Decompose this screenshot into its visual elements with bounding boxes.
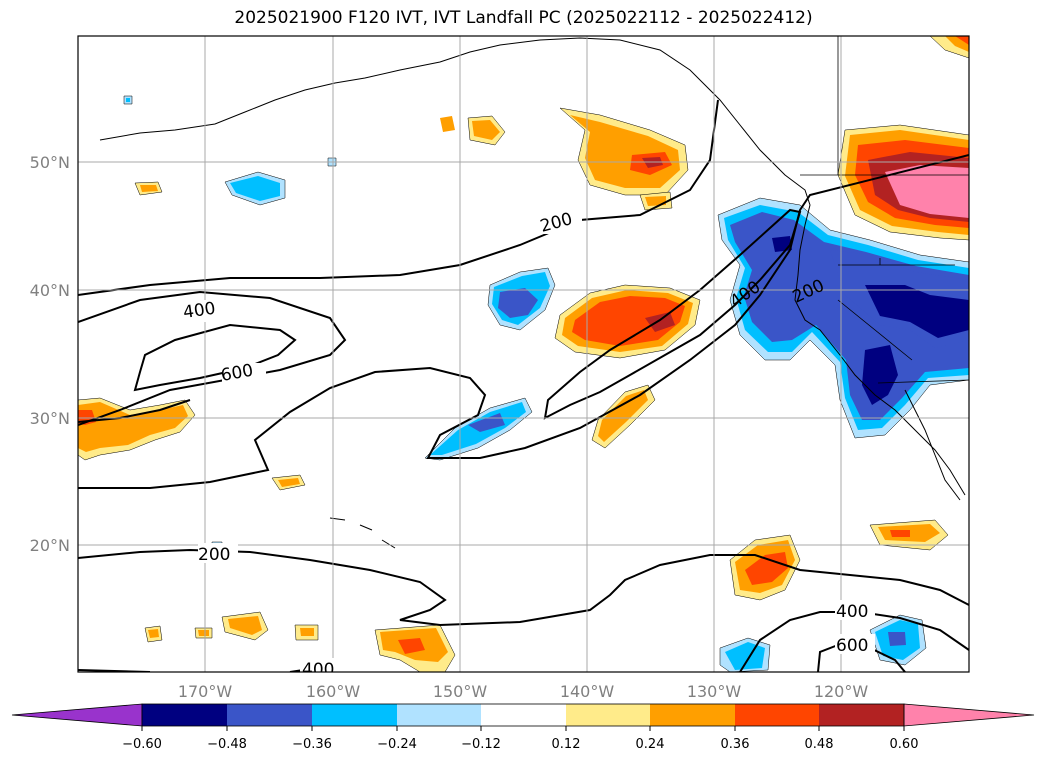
colorbar-label: 0.36 [721,737,750,752]
baja-coastline [904,389,961,501]
colorbar-label: −0.12 [461,737,501,752]
warm-blob-canada [837,124,969,241]
ivt-label-600-se: 600 [836,636,868,656]
lon-tick-140w: 140°W [560,682,615,701]
colorbar: −0.60 −0.48 −0.36 −0.24 −0.12 0.12 0.24 … [11,703,1035,752]
warm-blob-tiny-1 [134,181,306,491]
warm-blob-bottom-left [144,611,319,643]
lon-tick-170w: 170°W [178,682,233,701]
lat-tick-20n: 20°N [30,536,70,555]
colorbar-swatch-2 [227,704,312,726]
warm-blob-small-north [440,115,506,146]
colorbar-extend-high [903,703,1035,727]
gridlines [78,36,969,672]
lat-tick-30n: 30°N [30,409,70,428]
ivt-contour-200-south [78,548,969,627]
warm-blob-subtropical [591,384,656,449]
colorbar-swatch-8 [735,704,819,726]
ivt-label-400-west: 400 [182,299,217,323]
colorbar-label: 0.12 [552,737,581,752]
colorbar-label: 0.24 [636,737,665,752]
colorbar-extend-low [11,703,143,727]
colorbar-label: −0.48 [207,737,247,752]
ivt-contour-600-west [133,323,297,392]
ivt-label-400-bottom: 400 [302,660,334,680]
warm-blob-corner [929,36,969,59]
lon-tick-160w: 160°W [306,682,361,701]
lon-axis: 170°W 160°W 150°W 140°W 130°W 120°W [178,682,869,701]
colorbar-swatch-4 [397,704,481,726]
colorbar-swatch-9 [819,704,904,726]
lon-tick-150w: 150°W [433,682,488,701]
lat-tick-40n: 40°N [30,281,70,300]
colorbar-label: 0.60 [890,737,919,752]
ivt-contour-400-coast [543,208,802,420]
lat-tick-50n: 50°N [30,153,70,172]
cool-blob-west-coast [717,197,969,439]
colorbar-label: −0.24 [377,737,417,752]
borders [800,36,969,384]
colorbar-swatch-5 [481,704,566,726]
lat-axis: 50°N 40°N 30°N 20°N [30,153,70,555]
colorbar-ticks [141,726,905,731]
ivt-contours [78,99,969,672]
map-plot-area [78,36,969,672]
warm-blob-bottom-right [729,519,949,601]
colorbar-label: −0.60 [122,737,162,752]
ivt-contour-200-north [78,99,719,423]
colorbar-label: 0.48 [805,737,834,752]
ivt-contour-200-main [78,154,969,489]
warm-blob-central [554,284,701,359]
cool-blob-central [487,267,556,331]
colorbar-swatch-3 [312,704,397,726]
ivt-contour-400-west [78,290,347,426]
colorbar-swatch-7 [650,704,735,726]
map-title: 2025021900 F120 IVT, IVT Landfall PC (20… [234,8,813,28]
colorbar-swatch-6 [566,704,650,726]
pacific-coastline [99,37,966,496]
lon-tick-120w: 120°W [814,682,869,701]
warm-blob-bottom-mid [374,624,456,672]
pc-shading-layer [78,36,969,672]
lon-tick-130w: 130°W [687,682,742,701]
us-mexico-border [877,379,969,384]
colorbar-swatch-1 [142,704,227,726]
ivt-label-200-south: 200 [198,545,230,565]
cool-blob-bottom-right [719,614,927,672]
map-frame [77,35,970,673]
ivt-label-400-se: 400 [836,602,868,622]
colorbar-label: −0.36 [292,737,332,752]
state-borders [837,258,955,361]
warm-blob-gulf-alaska [559,107,689,211]
